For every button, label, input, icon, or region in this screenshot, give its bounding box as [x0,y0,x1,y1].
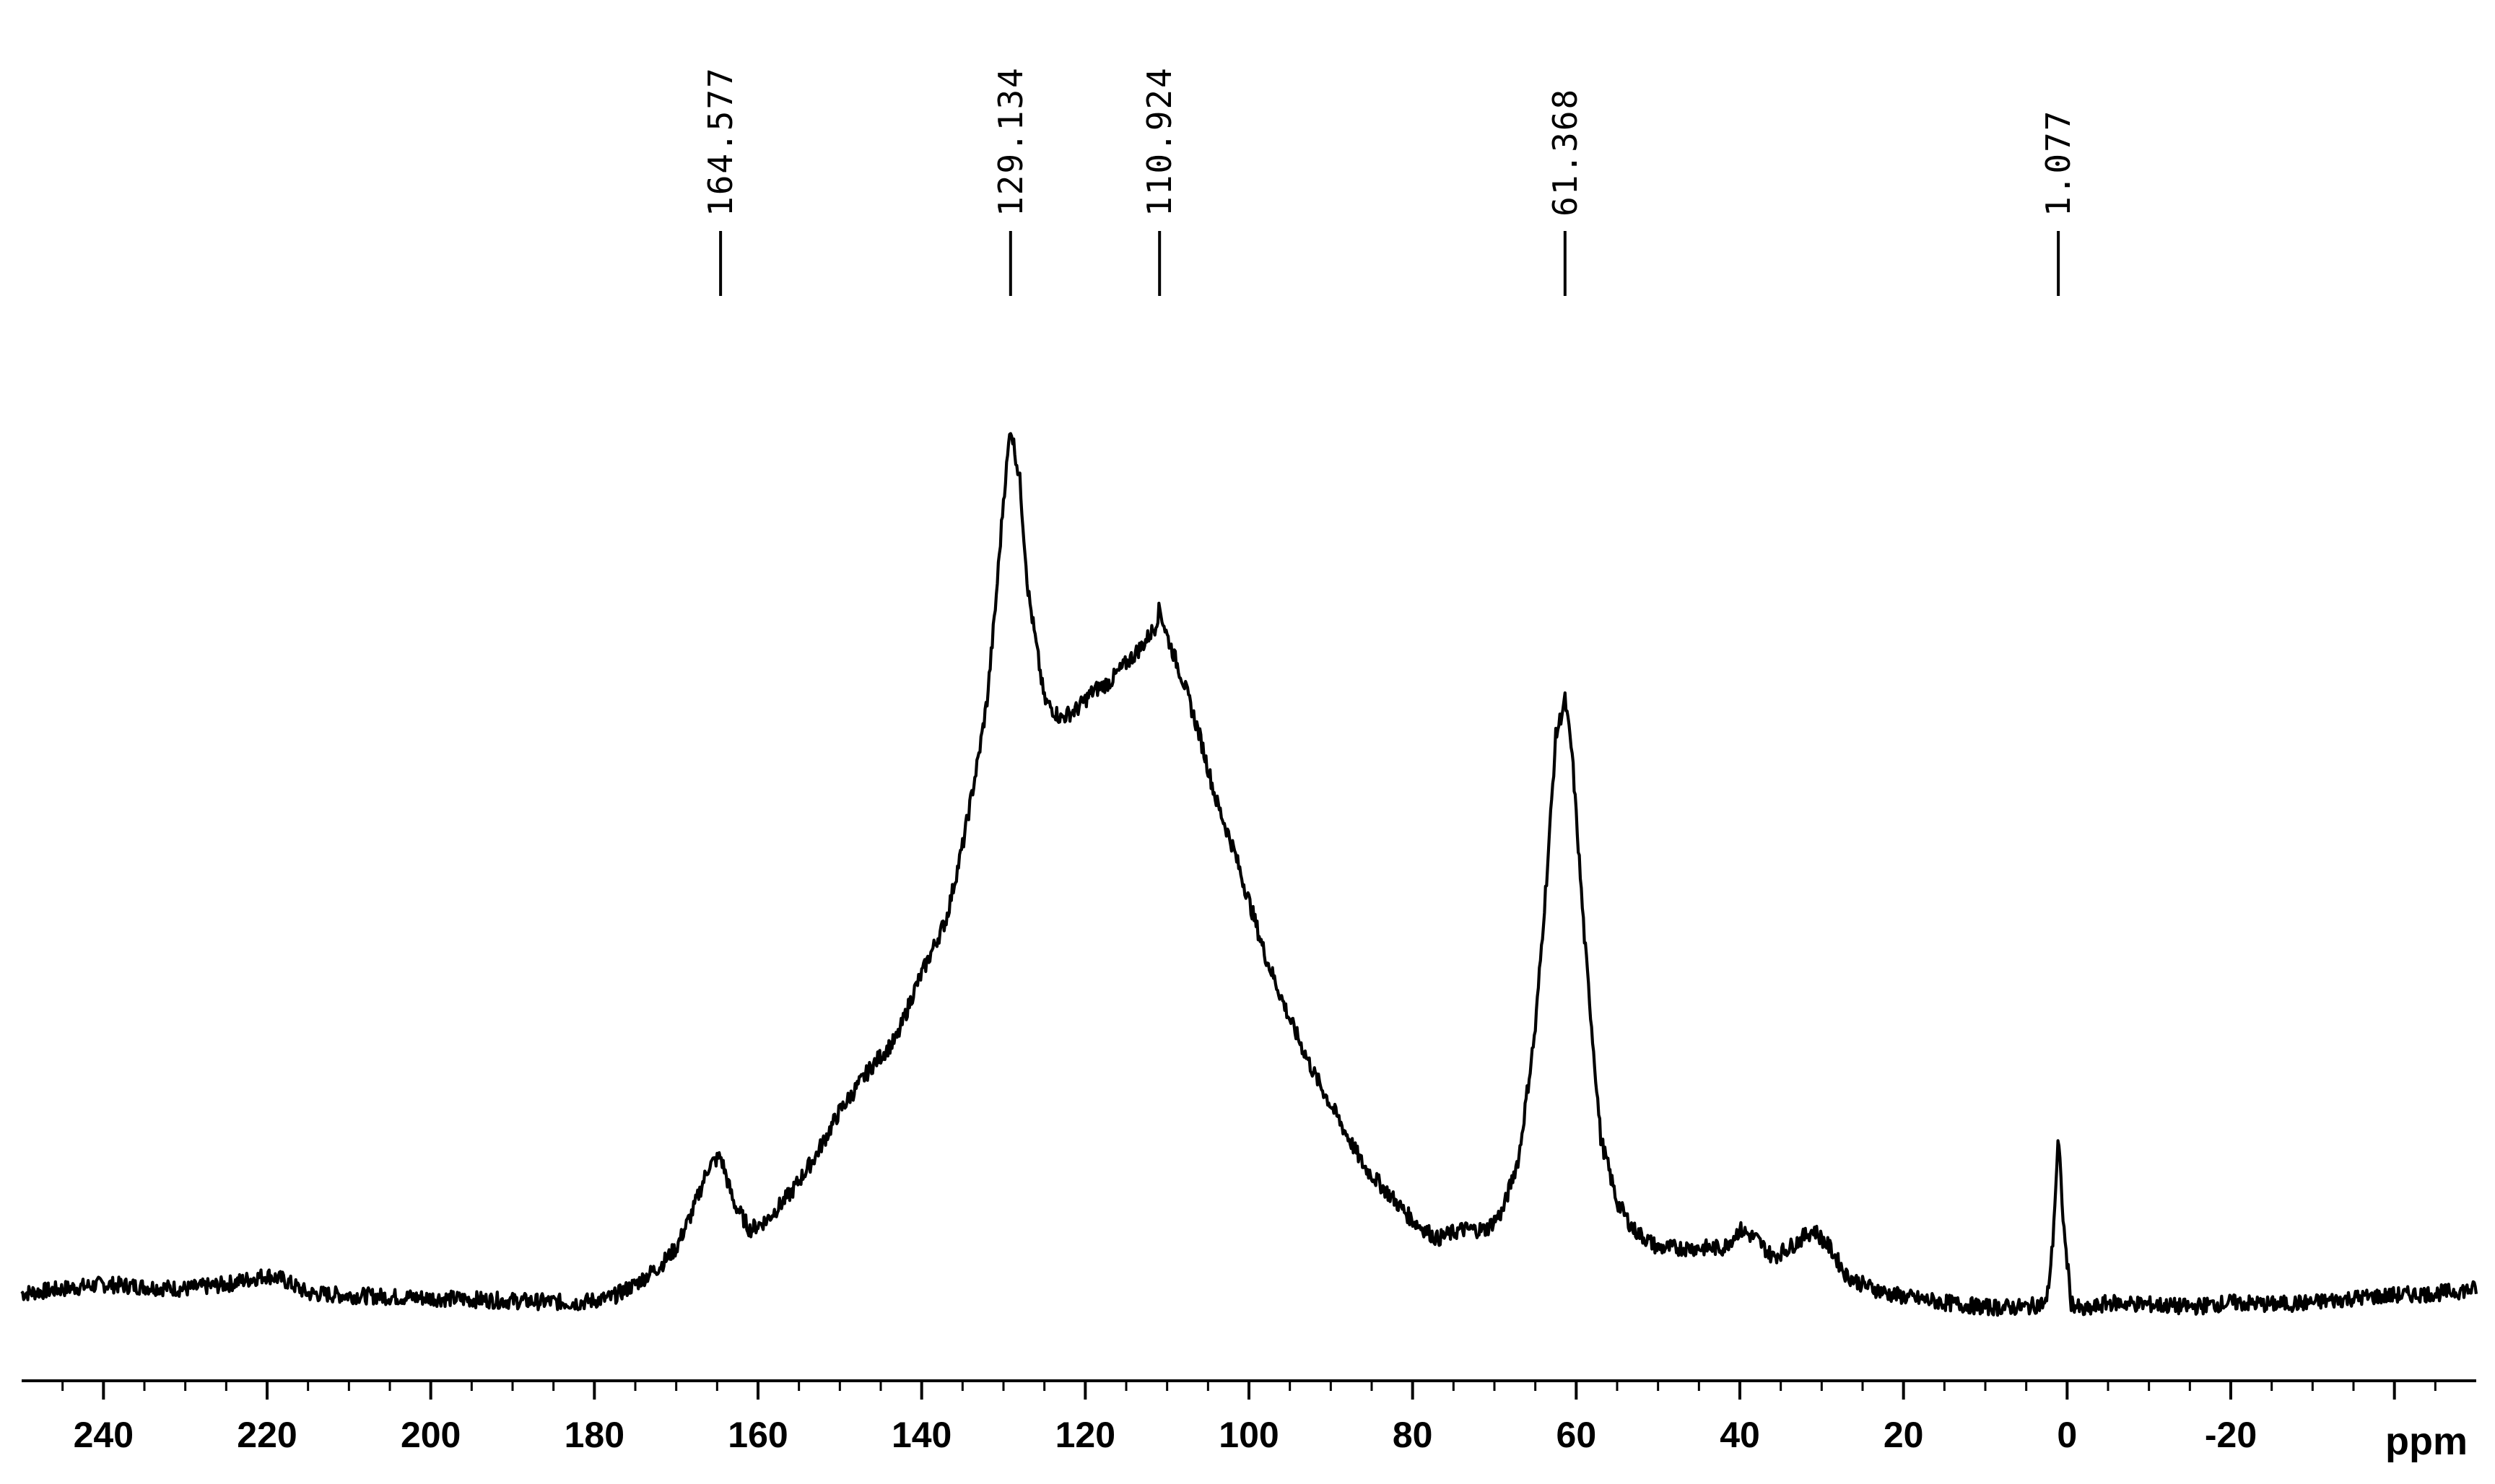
x-tick-label: 160 [728,1415,788,1455]
peak-label-4: 1.077 [2039,110,2078,217]
peak-label-1: 129.134 [991,66,1030,217]
x-tick-label: 120 [1055,1415,1115,1455]
x-tick-label: 40 [1720,1415,1760,1455]
x-tick-label: 140 [892,1415,952,1455]
x-tick-label: -20 [2205,1415,2257,1455]
x-tick-label: 220 [237,1415,297,1455]
x-axis: 240 220 200 180 160 140 120 100 80 60 40 20 0 -20 ppm [22,1379,2476,1463]
x-tick-label: 200 [401,1415,461,1455]
x-tick-label: 20 [1884,1415,1924,1455]
spectrum-series-line-0 [20,432,2478,1317]
x-tick-label: 0 [2057,1415,2077,1455]
x-tick-label: 60 [1556,1415,1597,1455]
peak-label-layer: 164.577 129.134 110.924 61.368 1.077 [701,66,2078,296]
peak-label-3: 61.368 [1546,88,1585,217]
x-tick-label: 100 [1219,1415,1279,1455]
x-tick-label: 80 [1393,1415,1433,1455]
x-tick-label: 240 [74,1415,134,1455]
trace-layer [20,432,2478,1317]
x-tick-label: 180 [565,1415,624,1455]
peak-label-0: 164.577 [701,66,740,217]
peak-label-2: 110.924 [1140,66,1179,217]
x-axis-unit-label: ppm [2385,1420,2468,1463]
